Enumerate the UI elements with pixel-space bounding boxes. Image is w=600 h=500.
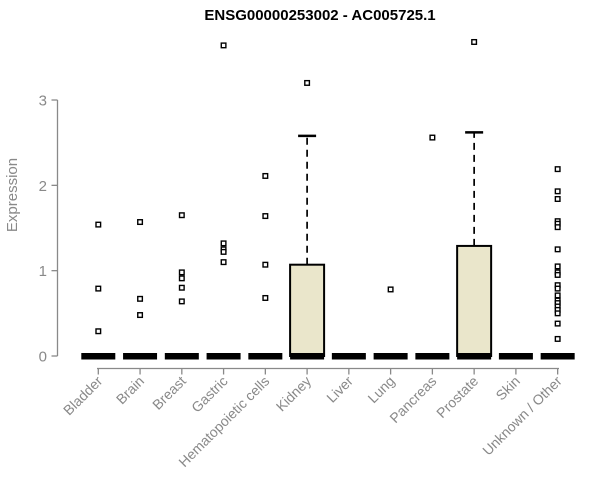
x-axis-tick-label: Kidney — [273, 373, 315, 415]
y-axis-tick-label: 1 — [39, 263, 47, 280]
outlier-point — [429, 134, 436, 141]
median-bar — [331, 353, 366, 360]
outlier-point — [95, 221, 102, 228]
outlier-point — [220, 240, 227, 247]
median-bar — [206, 353, 241, 360]
outlier-point — [178, 298, 185, 305]
outlier-point — [220, 259, 227, 266]
outlier-point — [95, 285, 102, 292]
median-bar — [81, 353, 116, 360]
x-axis-tick-label: Bladder — [60, 373, 106, 419]
y-axis-tick-label: 2 — [39, 178, 47, 195]
x-axis-tick-label: Prostate — [433, 373, 481, 421]
outlier-point — [178, 269, 185, 276]
outlier-point — [554, 166, 561, 173]
x-axis-tick-label: Breast — [149, 373, 189, 413]
median-bar — [290, 353, 325, 360]
outlier-point — [554, 320, 561, 327]
median-bar — [164, 353, 199, 360]
outlier-point — [387, 286, 394, 293]
outlier-point — [178, 275, 185, 282]
median-bar — [540, 353, 575, 360]
outlier-point — [262, 213, 269, 220]
median-bar — [498, 353, 533, 360]
outlier-point — [554, 285, 561, 292]
outlier-point — [178, 284, 185, 291]
chart-title: ENSG00000253002 - AC005725.1 — [204, 7, 435, 24]
outlier-point — [554, 188, 561, 195]
x-axis-tick-label: Liver — [323, 373, 356, 406]
box — [289, 263, 326, 357]
median-bar — [415, 353, 450, 360]
outlier-point — [304, 79, 311, 86]
median-bar — [373, 353, 408, 360]
box — [456, 244, 493, 357]
y-axis-tick-label: 0 — [39, 349, 47, 366]
y-axis-label: Expression — [4, 158, 21, 232]
outlier-point — [137, 219, 144, 226]
outlier-point — [262, 172, 269, 179]
median-bar — [123, 353, 158, 360]
outlier-point — [262, 294, 269, 301]
outlier-point — [178, 212, 185, 219]
outlier-point — [262, 261, 269, 268]
outlier-point — [554, 224, 561, 231]
outlier-point — [554, 246, 561, 253]
median-bar — [248, 353, 283, 360]
x-axis-tick-label: Brain — [113, 373, 147, 407]
outlier-point — [220, 248, 227, 255]
outlier-point — [471, 38, 478, 45]
outlier-point — [554, 263, 561, 270]
outlier-point — [137, 295, 144, 302]
x-axis-tick-label: Lung — [364, 373, 397, 406]
outlier-point — [554, 335, 561, 342]
x-axis-tick-label: Skin — [492, 373, 523, 404]
outlier-point — [554, 195, 561, 202]
outlier-point — [554, 310, 561, 317]
outlier-point — [220, 42, 227, 49]
y-axis-tick-label: 3 — [39, 93, 47, 110]
x-axis-tick-label: Unknown / Other — [479, 373, 565, 459]
outlier-point — [137, 312, 144, 319]
outlier-point — [95, 328, 102, 335]
median-bar — [457, 353, 492, 360]
outlier-point — [554, 292, 561, 299]
outlier-point — [554, 271, 561, 278]
